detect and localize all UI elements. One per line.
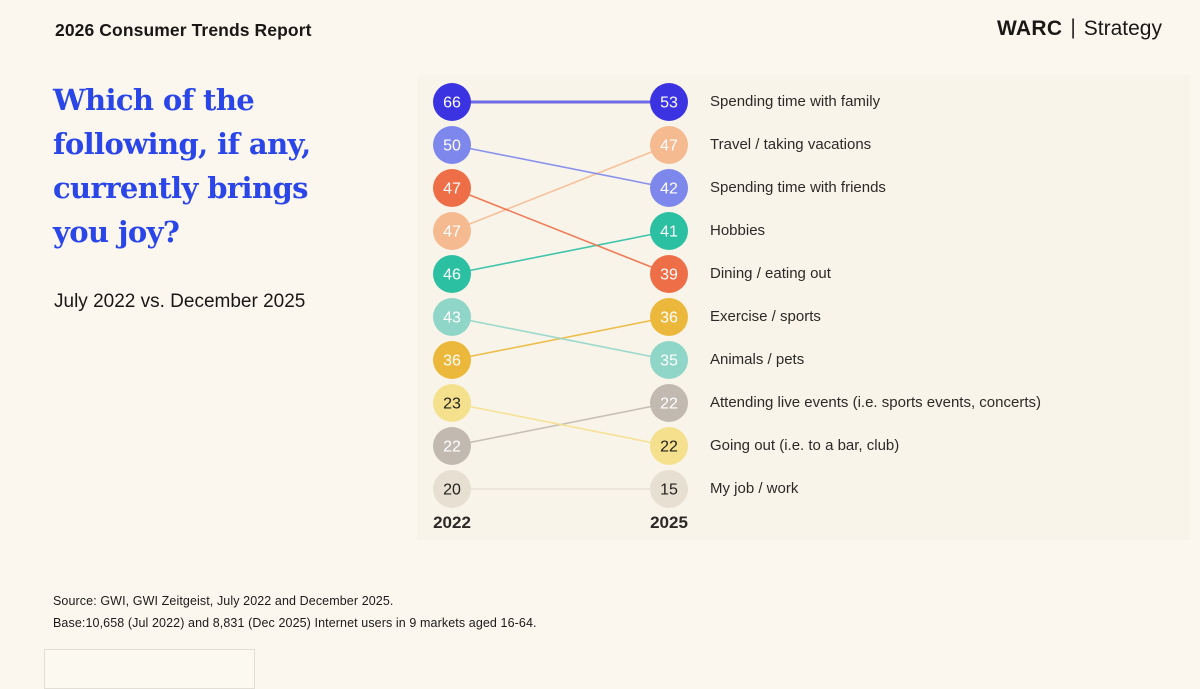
value-circle-2022 <box>433 470 471 508</box>
slope-line <box>451 144 670 189</box>
category-label: Spending time with friends <box>710 179 886 196</box>
value-circle-2025 <box>650 384 688 422</box>
value-circle-2022 <box>433 384 471 422</box>
category-label: Exercise / sports <box>710 308 821 325</box>
value-circle-2025 <box>650 126 688 164</box>
brand-divider: | <box>1070 16 1076 39</box>
value-circle-2025 <box>650 212 688 250</box>
value-circle-2025 <box>650 255 688 293</box>
category-label: Animals / pets <box>710 351 805 368</box>
value-circle-2022 <box>433 83 471 121</box>
value-text-2022: 47 <box>443 181 461 198</box>
slope-line <box>451 187 670 275</box>
brand-strategy: Strategy <box>1083 17 1162 40</box>
value-text-2022: 23 <box>443 396 461 413</box>
value-circle-2022 <box>433 427 471 465</box>
base-note: Base:10,658 (Jul 2022) and 8,831 (Dec 20… <box>53 616 537 630</box>
value-text-2022: 47 <box>443 224 461 241</box>
value-circle-2025 <box>650 298 688 336</box>
value-circle-2022 <box>433 169 471 207</box>
brand-logo: WARC | Strategy <box>996 16 1162 41</box>
axis-label-2022: 2022 <box>433 513 471 532</box>
value-text-2025: 47 <box>660 138 678 155</box>
category-label: Hobbies <box>710 222 766 239</box>
category-label: My job / work <box>710 480 799 497</box>
slope-line <box>451 316 670 361</box>
value-circle-2025 <box>650 83 688 121</box>
value-circle-2025 <box>650 341 688 379</box>
value-text-2025: 53 <box>660 95 678 112</box>
value-circle-2022 <box>433 341 471 379</box>
slide-canvas: { "page": { "report_title": "2026 Consum… <box>44 16 1190 689</box>
value-circle-2025 <box>650 470 688 508</box>
value-text-2022: 50 <box>443 138 461 155</box>
value-circle-2025 <box>650 169 688 207</box>
value-circle-2025 <box>650 427 688 465</box>
slope-chart: 66 53 47 47 50 42 46 41 47 39 36 36 43 35 22 22 23 22 20 15 <box>433 83 688 508</box>
question-title-line: you joy? <box>53 215 180 249</box>
value-text-2022: 36 <box>443 353 461 370</box>
value-text-2025: 36 <box>660 310 678 327</box>
value-circle-2022 <box>433 126 471 164</box>
category-label: Attending live events (i.e. sports event… <box>710 394 1041 411</box>
value-text-2022: 22 <box>443 439 461 456</box>
value-text-2022: 66 <box>443 95 461 112</box>
value-text-2022: 20 <box>443 482 461 499</box>
slope-chart-panel: 66 53 47 47 50 42 46 41 47 39 36 36 43 35 22 22 23 22 20 15… <box>417 75 1190 540</box>
value-circle-2022 <box>433 255 471 293</box>
slope-line <box>451 144 670 232</box>
value-circle-2022 <box>433 298 471 336</box>
value-text-2025: 42 <box>660 181 678 198</box>
category-label: Going out (i.e. to a bar, club) <box>710 437 900 454</box>
question-title-line: currently brings <box>53 171 308 205</box>
value-circle-2022 <box>433 212 471 250</box>
slope-line <box>451 230 670 275</box>
source-note: Source: GWI, GWI Zeitgeist, July 2022 an… <box>53 594 394 608</box>
question-subtitle: July 2022 vs. December 2025 <box>54 291 306 312</box>
axis-label-2025: 2025 <box>650 513 688 532</box>
report-title: 2026 Consumer Trends Report <box>55 20 312 40</box>
value-text-2025: 15 <box>660 482 678 499</box>
category-label: Spending time with family <box>710 93 881 110</box>
question-title: Which of the following, if any, currentl… <box>53 78 413 254</box>
value-text-2025: 22 <box>660 396 678 413</box>
value-text-2025: 41 <box>660 224 678 241</box>
brand-warc: WARC <box>996 17 1063 40</box>
value-text-2025: 35 <box>660 353 678 370</box>
value-text-2022: 43 <box>443 310 461 327</box>
category-label: Travel / taking vacations <box>710 136 872 153</box>
question-title-line: Which of the <box>53 83 255 117</box>
slope-line <box>451 402 670 447</box>
category-label: Dining / eating out <box>710 265 831 282</box>
value-text-2025: 22 <box>660 439 678 456</box>
value-text-2025: 39 <box>660 267 678 284</box>
question-title-line: following, if any, <box>53 127 311 161</box>
value-text-2022: 46 <box>443 267 461 284</box>
faint-corner-box <box>44 649 255 689</box>
